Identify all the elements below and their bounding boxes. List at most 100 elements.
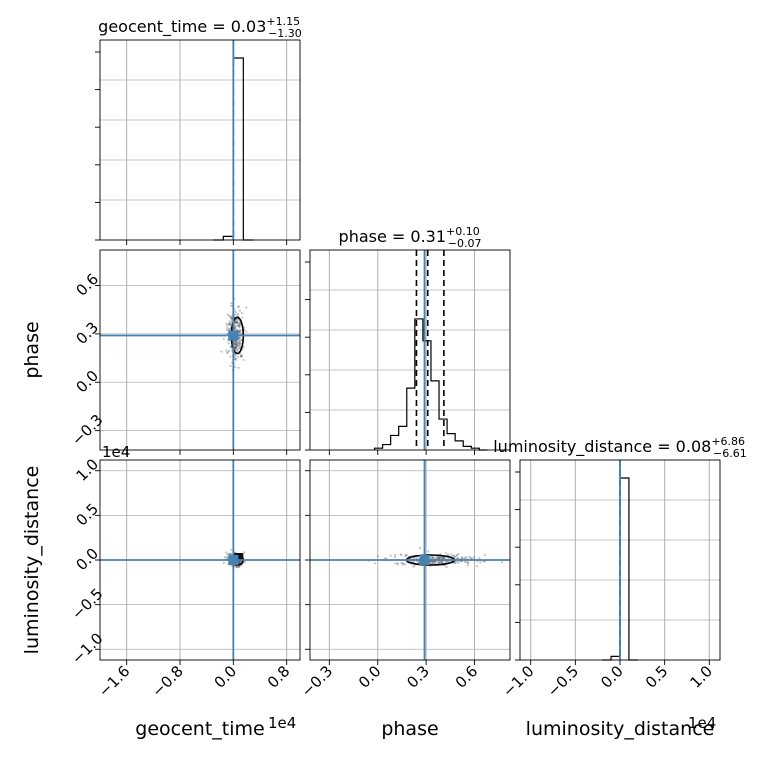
panel-phase-vs-geocent_time-sample bbox=[233, 347, 236, 350]
ytick-label-luminosity_distance: −0.5 bbox=[68, 585, 106, 623]
panel-luminosity_distance-vs-phase-sample bbox=[404, 554, 408, 557]
panel-phase-vs-geocent_time-sample bbox=[237, 324, 240, 327]
panel-luminosity_distance-vs-phase-sample bbox=[433, 560, 436, 563]
ytick-label-luminosity_distance: 0.0 bbox=[72, 544, 102, 574]
panel-luminosity_distance-vs-phase-sample bbox=[466, 560, 469, 563]
panel-phase-vs-geocent_time-sample bbox=[238, 345, 241, 348]
panel-luminosity_distance-vs-geocent_time-sample bbox=[230, 552, 233, 555]
panel-phase-vs-geocent_time-sample bbox=[240, 354, 243, 357]
panel-luminosity_distance-vs-geocent_time-sample bbox=[227, 552, 230, 555]
panel-phase-vs-geocent_time-sample bbox=[228, 327, 231, 331]
panel-phase-vs-geocent_time-sample bbox=[227, 342, 230, 345]
panel-luminosity_distance-vs-phase-sample bbox=[479, 561, 482, 564]
panel-luminosity_distance-vs-phase-sample bbox=[461, 556, 464, 559]
panel-phase-vs-geocent_time-sample bbox=[237, 345, 240, 348]
panel-luminosity_distance-vs-phase-sample bbox=[447, 553, 450, 556]
xtick-label-geocent_time: 0.8 bbox=[264, 662, 294, 692]
panel-phase-vs-geocent_time-sample bbox=[238, 331, 241, 334]
panel-luminosity_distance-vs-phase-sample bbox=[432, 561, 435, 565]
panel-luminosity_distance-vs-geocent_time-sample bbox=[243, 560, 247, 564]
panel-luminosity_distance-vs-geocent_time-sample bbox=[238, 561, 241, 564]
panel-phase-vs-geocent_time-sample bbox=[230, 317, 233, 320]
panel-luminosity_distance-vs-phase-sample bbox=[457, 553, 460, 556]
panel-luminosity_distance-vs-phase-sample bbox=[435, 556, 438, 559]
panel-luminosity_distance-vs-phase-sample bbox=[431, 556, 434, 559]
panel-phase-vs-geocent_time-sample bbox=[237, 324, 240, 327]
panel-phase-vs-geocent_time-sample bbox=[237, 306, 240, 309]
panel-luminosity_distance-vs-geocent_time-sample bbox=[225, 551, 228, 554]
panel-phase-vs-geocent_time-sample bbox=[227, 350, 230, 354]
panel-phase-vs-geocent_time-sample bbox=[220, 350, 223, 353]
panel-luminosity_distance-vs-phase-sample bbox=[436, 561, 439, 564]
ytick-label-phase: 0.3 bbox=[72, 318, 102, 348]
panel-phase-vs-geocent_time-sample bbox=[235, 342, 238, 345]
panel-luminosity_distance-vs-phase-sample bbox=[427, 550, 430, 553]
panel-luminosity_distance-vs-phase-sample bbox=[396, 563, 399, 566]
panel-phase-vs-geocent_time-sample bbox=[234, 357, 237, 360]
panel-phase-vs-geocent_time-sample bbox=[238, 324, 241, 328]
panel-phase-vs-geocent_time-sample bbox=[235, 321, 238, 324]
panel-phase-vs-geocent_time-sample bbox=[237, 319, 240, 322]
panel-luminosity_distance-vs-phase-sample bbox=[440, 561, 444, 565]
panel-phase-vs-geocent_time-sample bbox=[242, 345, 245, 349]
panel-luminosity_distance-vs-phase-sample bbox=[475, 565, 479, 568]
panel-phase-vs-geocent_time-sample bbox=[236, 355, 239, 359]
panel-phase-vs-geocent_time-sample bbox=[238, 309, 241, 312]
panel-luminosity_distance-vs-geocent_time-sample bbox=[235, 566, 238, 569]
panel-luminosity_distance-vs-geocent_time-truth-marker bbox=[228, 555, 239, 565]
panel-luminosity_distance-vs-phase-sample bbox=[473, 556, 476, 559]
panel-luminosity_distance-vs-phase-sample bbox=[437, 557, 440, 560]
panel-phase-vs-geocent_time-sample bbox=[234, 358, 238, 361]
xtick-label-phase: 0.6 bbox=[452, 662, 482, 692]
panel-phase-vs-geocent_time-sample bbox=[238, 336, 241, 339]
panel-luminosity_distance-vs-phase-sample bbox=[442, 556, 445, 560]
ytick-label-phase: −0.3 bbox=[68, 411, 106, 449]
panel-phase-vs-geocent_time-sample bbox=[235, 345, 238, 348]
panel-phase-vs-geocent_time-sample bbox=[237, 366, 240, 369]
panel-luminosity_distance-vs-phase-sample bbox=[438, 556, 441, 559]
panel-luminosity_distance-vs-phase-sample bbox=[466, 562, 470, 565]
panel-phase-vs-geocent_time-sample bbox=[237, 341, 240, 344]
panel-luminosity_distance-vs-phase-sample bbox=[432, 556, 435, 559]
yaxis-label-luminosity_distance: luminosity_distance bbox=[21, 466, 43, 655]
panel-luminosity_distance-vs-phase-sample bbox=[401, 562, 404, 565]
panel-luminosity_distance-vs-phase-sample bbox=[483, 553, 486, 557]
ytick-label-luminosity_distance: 1.0 bbox=[72, 455, 102, 485]
panel-luminosity_distance-vs-phase-sample bbox=[455, 554, 458, 557]
xtick-label-luminosity_distance: 0.5 bbox=[642, 662, 672, 692]
histogram-phase bbox=[373, 318, 488, 451]
panel-geocent_time-vs-geocent_time-frame bbox=[99, 39, 301, 241]
panel-phase-vs-geocent_time-sample bbox=[238, 342, 241, 345]
panel-phase-vs-geocent_time-sample bbox=[228, 323, 231, 326]
panel-luminosity_distance-vs-phase-sample bbox=[478, 557, 481, 560]
panel-phase-vs-geocent_time-sample bbox=[229, 316, 232, 319]
panel-luminosity_distance-vs-phase-sample bbox=[400, 562, 403, 565]
panel-luminosity_distance-vs-phase-sample bbox=[454, 562, 457, 565]
text-layer: geocent_time = 0.03+1.15 −1.30 phase = 0.3… bbox=[21, 15, 747, 740]
panel-phase-vs-geocent_time-sample bbox=[236, 321, 239, 324]
ytick-label-luminosity_distance: −1.0 bbox=[68, 629, 106, 667]
panel-luminosity_distance-vs-geocent_time-sample bbox=[238, 561, 241, 564]
panel-luminosity_distance-vs-phase-sample bbox=[464, 561, 467, 564]
panel-phase-vs-geocent_time-sample bbox=[245, 330, 248, 333]
panel-phase-vs-geocent_time-sample bbox=[235, 321, 238, 324]
xaxis-label-luminosity_distance: luminosity_distance bbox=[526, 718, 715, 740]
panel-luminosity_distance-vs-geocent_time-sample bbox=[238, 565, 241, 568]
panel-luminosity_distance-vs-phase-sample bbox=[452, 554, 455, 558]
panel-luminosity_distance-vs-geocent_time-sample bbox=[228, 552, 232, 555]
panel-luminosity_distance-vs-phase-sample bbox=[438, 561, 441, 565]
panel-luminosity_distance-vs-phase-sample bbox=[442, 557, 445, 560]
panel-luminosity_distance-vs-geocent_time-sample bbox=[222, 561, 225, 565]
xtick-label-geocent_time: −1.6 bbox=[95, 662, 133, 700]
panel-phase-vs-geocent_time-sample bbox=[236, 343, 239, 346]
panel-luminosity_distance-vs-phase-sample bbox=[394, 553, 397, 557]
panel-phase-vs-geocent_time-sample bbox=[238, 337, 241, 340]
panel-phase-vs-geocent_time-sample bbox=[234, 340, 237, 343]
xtick-label-luminosity_distance: 0.0 bbox=[597, 662, 627, 692]
panel-luminosity_distance-vs-phase-truth-marker bbox=[419, 555, 430, 565]
panel-luminosity_distance-vs-phase-sample bbox=[440, 560, 443, 564]
panel-luminosity_distance-vs-phase-sample bbox=[437, 557, 440, 560]
panel-luminosity_distance-vs-phase-sample bbox=[469, 556, 473, 560]
panel-luminosity_distance-vs-phase-sample bbox=[373, 562, 376, 565]
panel-phase-vs-geocent_time-frame bbox=[99, 249, 301, 451]
